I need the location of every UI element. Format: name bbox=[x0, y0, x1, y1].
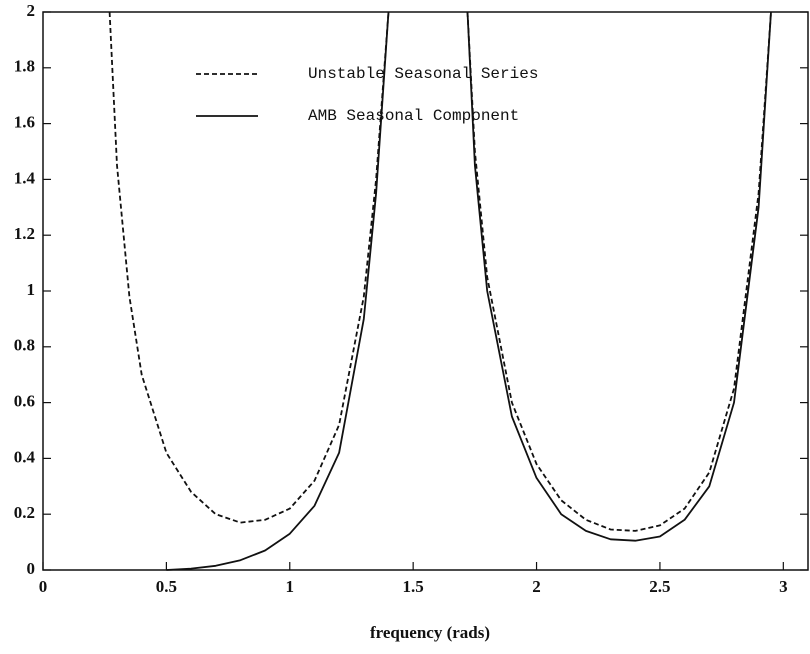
series-line bbox=[108, 11, 772, 532]
y-tick-label: 0.8 bbox=[14, 336, 35, 355]
y-tick-label: 0 bbox=[27, 559, 36, 578]
x-tick-label: 1.5 bbox=[403, 577, 424, 596]
x-tick-label: 0.5 bbox=[156, 577, 177, 596]
series-line bbox=[166, 11, 772, 571]
y-tick-label: 1 bbox=[27, 280, 36, 299]
x-axis-label: frequency (rads) bbox=[370, 623, 490, 642]
x-tick-label: 0 bbox=[39, 577, 48, 596]
y-tick-label: 0.4 bbox=[14, 447, 36, 466]
y-tick-label: 1.4 bbox=[14, 168, 36, 187]
legend-label: AMB Seasonal Component bbox=[308, 107, 519, 125]
y-tick-label: 1.6 bbox=[14, 113, 35, 132]
x-tick-label: 2 bbox=[532, 577, 541, 596]
y-tick-label: 1.8 bbox=[14, 57, 35, 76]
plot-frame bbox=[42, 11, 809, 571]
x-tick-label: 3 bbox=[779, 577, 788, 596]
legend-label: Unstable Seasonal Series bbox=[308, 65, 538, 83]
y-tick-label: 0.6 bbox=[14, 392, 35, 411]
x-tick-label: 1 bbox=[286, 577, 295, 596]
y-tick-label: 1.2 bbox=[14, 224, 35, 243]
y-tick-label: 2 bbox=[27, 1, 36, 20]
y-tick-label: 0.2 bbox=[14, 503, 35, 522]
x-tick-label: 2.5 bbox=[649, 577, 670, 596]
